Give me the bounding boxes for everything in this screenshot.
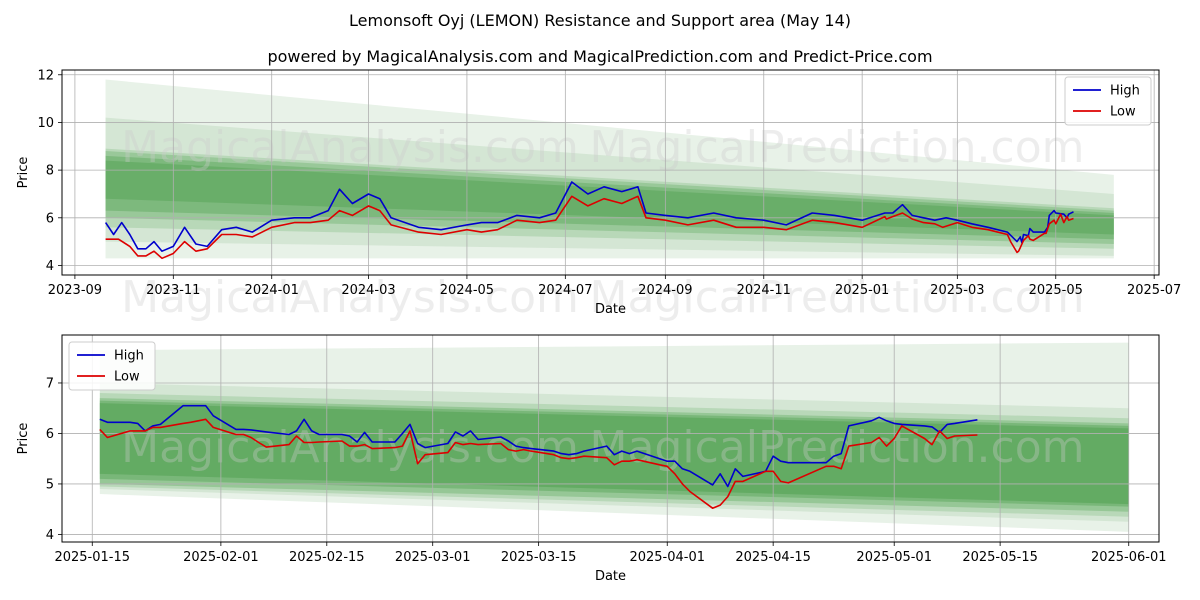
bottom-chart-panel: MagicalAnalysis.com MagicalPrediction.com…: [16, 334, 1167, 584]
legend-label-low: Low: [1110, 105, 1136, 120]
legend-box: [68, 341, 156, 391]
y-axis-label: Price: [16, 157, 31, 189]
x-tick-label: 2024-09: [638, 283, 692, 298]
watermark: MagicalAnalysis.com: [121, 122, 579, 173]
chart-subtitle: powered by MagicalAnalysis.com and Magic…: [267, 47, 932, 66]
x-tick-label: 2025-01: [835, 283, 889, 298]
x-tick-label: 2025-05-15: [962, 550, 1038, 565]
x-axis-label: Date: [595, 302, 626, 317]
axes-frame: [61, 334, 1160, 543]
x-tick-label: 2025-03: [930, 283, 984, 298]
watermark: MagicalAnalysis.com: [121, 422, 579, 473]
watermark: MagicalPrediction.com: [590, 272, 1085, 323]
x-tick-label: 2025-03-01: [395, 550, 471, 565]
legend-label-high: High: [114, 349, 144, 364]
x-tick-label: 2025-05: [1029, 283, 1083, 298]
x-tick-label: 2024-07: [538, 283, 592, 298]
x-tick-label: 2025-03-15: [501, 550, 577, 565]
y-tick-label: 6: [46, 427, 54, 442]
series-line-low: [99, 418, 978, 509]
watermark: MagicalPrediction.com: [590, 122, 1085, 173]
y-tick-label: 10: [37, 116, 54, 131]
y-axis-label: Price: [16, 423, 31, 455]
x-tick-label: 2025-02-15: [289, 550, 365, 565]
legend: High Low: [68, 341, 156, 391]
x-tick-label: 2025-05-01: [856, 550, 932, 565]
y-tick-label: 5: [46, 477, 54, 492]
x-axis-label: Date: [595, 569, 626, 584]
x-tick-label: 2025-06-01: [1091, 550, 1167, 565]
y-tick-label: 6: [46, 211, 54, 226]
y-tick-label: 12: [37, 68, 54, 83]
plot-area: [62, 335, 1159, 542]
support-resistance-area: [105, 79, 1114, 259]
y-tick-label: 4: [46, 259, 54, 274]
legend: High Low: [1064, 76, 1152, 126]
axes-frame: [61, 69, 1160, 276]
x-tick-label: 2024-11: [737, 283, 791, 298]
band: [105, 79, 1114, 259]
x-tick-label: 2023-11: [146, 283, 200, 298]
series-line-high: [99, 404, 978, 488]
band: [105, 117, 1114, 256]
x-tick-label: 2024-03: [341, 283, 395, 298]
x-tick-label: 2025-02-01: [183, 550, 259, 565]
band: [105, 160, 1114, 235]
series-line-high: [104, 181, 1074, 252]
legend-label-low: Low: [114, 370, 140, 385]
x-tick-label: 2025-07: [1127, 283, 1181, 298]
top-chart-panel: MagicalAnalysis.com MagicalPrediction.com…: [16, 68, 1181, 323]
y-tick-label: 7: [46, 376, 54, 391]
band: [105, 148, 1114, 249]
x-tick-label: 2024-01: [245, 283, 299, 298]
series-line-low: [105, 195, 1074, 260]
legend-box: [1064, 76, 1152, 126]
x-tick-label: 2025-01-15: [54, 550, 130, 565]
band: [99, 342, 1129, 532]
watermark: MagicalAnalysis.com: [121, 272, 579, 323]
x-tick-label: 2024-05: [440, 283, 494, 298]
band: [105, 155, 1114, 240]
x-tick-label: 2025-04-01: [629, 550, 705, 565]
watermark: MagicalPrediction.com: [590, 422, 1085, 473]
y-tick-label: 4: [46, 528, 54, 543]
legend-label-high: High: [1110, 84, 1140, 99]
y-tick-label: 8: [46, 164, 54, 179]
chart-title: Lemonsoft Oyj (LEMON) Resistance and Sup…: [349, 11, 851, 30]
band: [99, 382, 1129, 522]
x-tick-label: 2023-09: [48, 283, 102, 298]
plot-area: [62, 70, 1159, 275]
x-tick-label: 2025-04-15: [735, 550, 811, 565]
